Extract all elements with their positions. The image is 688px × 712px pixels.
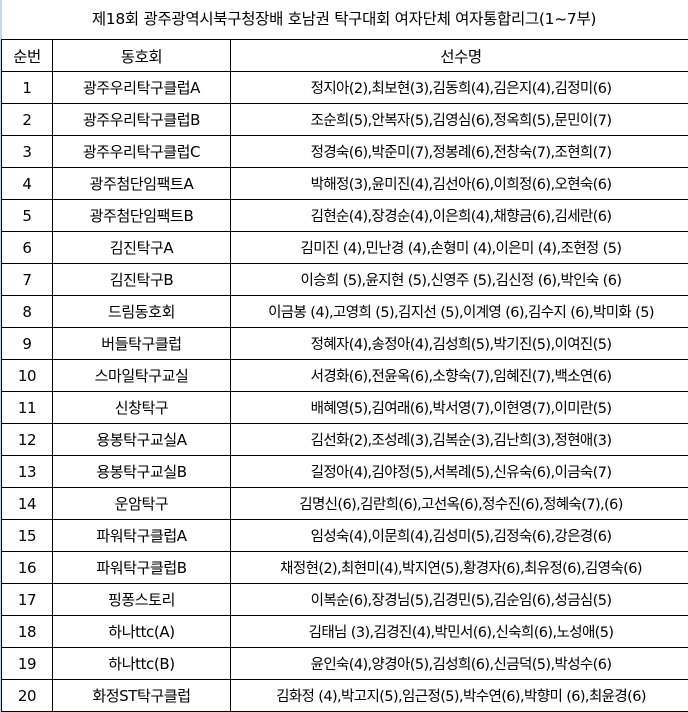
player-list: 김미진 (4),민난경 (4),손형미 (4),이은미 (4),조현정 (5) xyxy=(230,231,688,264)
player-list: 정지아(2),최보현(3),김동희(4),김은지(4),김정미(6) xyxy=(230,71,688,104)
player-list: 조순희(5),안복자(5),김영심(6),정옥희(5),문민이(7) xyxy=(230,103,688,136)
player-list: 길정아(4),김야정(5),서복례(5),신유숙(6),이금숙(7) xyxy=(230,455,688,488)
header-no: 순번 xyxy=(1,39,53,72)
page-title: 제18회 광주광역시북구청장배 호남권 탁구대회 여자단체 여자통합리그(1~7… xyxy=(91,10,597,28)
player-list: 배혜영(5),김여래(6),박서영(7),이현영(7),이미란(5) xyxy=(230,391,688,424)
roster-table: 순번 동호회 선수명 1 광주우리탁구클럽A 정지아(2),최보현(3),김동희(4… xyxy=(1,39,688,712)
table-row: 6 김진탁구A 김미진 (4),민난경 (4),손형미 (4),이은미 (4),조현… xyxy=(1,231,688,264)
header-club: 동호회 xyxy=(52,39,231,72)
club-name: 화정ST탁구클럽 xyxy=(52,679,231,712)
table-row: 10 스마일탁구교실 서경화(6),전윤옥(6),소향숙(7),임혜진(7),백소연… xyxy=(1,359,688,392)
club-name: 하나ttc(B) xyxy=(52,647,231,680)
player-list: 이승희 (5),윤지현 (5),신영주 (5),김신정 (6),박인숙 (6) xyxy=(230,263,688,296)
table-row: 19 하나ttc(B) 윤인숙(4),양경아(5),김성희(6),신금덕(5),박성… xyxy=(1,647,688,680)
club-name: 광주첨단임팩트B xyxy=(52,199,231,232)
player-list: 이금봉 (4),고영희 (5),김지선 (5),이계영 (6),김수지 (6),… xyxy=(230,295,688,328)
row-number: 5 xyxy=(1,199,53,232)
table-row: 9 버들탁구클럽 정혜자(4),송정아(4),김성희(5),박기진(5),이여진(5… xyxy=(1,327,688,360)
row-number: 3 xyxy=(1,135,53,168)
player-list: 이복순(6),장경님(5),김경민(5),김순임(6),성금심(5) xyxy=(230,583,688,616)
row-number: 17 xyxy=(1,583,53,616)
club-name: 버들탁구클럽 xyxy=(52,327,231,360)
table-row: 18 하나ttc(A) 김태님 (3),김경진(4),박민서(6),신숙희(6),노… xyxy=(1,615,688,648)
player-list: 서경화(6),전윤옥(6),소향숙(7),임혜진(7),백소연(6) xyxy=(230,359,688,392)
club-name: 광주우리탁구클럽A xyxy=(52,71,231,104)
player-list: 채정현(2),최현미(4),박지연(5),황경자(6),최유정(6),김영숙(6… xyxy=(230,551,688,584)
row-number: 1 xyxy=(1,71,53,104)
header-row: 순번 동호회 선수명 xyxy=(1,39,688,72)
club-name: 스마일탁구교실 xyxy=(52,359,231,392)
player-list: 김태님 (3),김경진(4),박민서(6),신숙희(6),노성애(5) xyxy=(230,615,688,648)
table-row: 1 광주우리탁구클럽A 정지아(2),최보현(3),김동희(4),김은지(4),김정… xyxy=(1,71,688,104)
row-number: 2 xyxy=(1,103,53,136)
table-row: 2 광주우리탁구클럽B 조순희(5),안복자(5),김영심(6),정옥희(5),문민… xyxy=(1,103,688,136)
club-name: 운암탁구 xyxy=(52,487,231,520)
club-name: 김진탁구A xyxy=(52,231,231,264)
club-name: 광주우리탁구클럽C xyxy=(52,135,231,168)
table-row: 20 화정ST탁구클럽 김화정 (4),박고지(5),임근정(5),박수연(6),박… xyxy=(1,679,688,712)
row-number: 4 xyxy=(1,167,53,200)
row-number: 16 xyxy=(1,551,53,584)
player-list: 정경숙(6),박준미(7),정봉례(6),전창숙(7),조현희(7) xyxy=(230,135,688,168)
player-list: 박해정(3),윤미진(4),김선아(6),이희정(6),오현숙(6) xyxy=(230,167,688,200)
table-row: 4 광주첨단임팩트A 박해정(3),윤미진(4),김선아(6),이희정(6),오현숙… xyxy=(1,167,688,200)
row-number: 19 xyxy=(1,647,53,680)
table-row: 11 신창탁구 배혜영(5),김여래(6),박서영(7),이현영(7),이미란(5) xyxy=(1,391,688,424)
row-number: 9 xyxy=(1,327,53,360)
table-row: 15 파워탁구클럽A 임성숙(4),이문희(4),김성미(5),김정숙(6),강은경… xyxy=(1,519,688,552)
row-number: 20 xyxy=(1,679,53,712)
row-number: 11 xyxy=(1,391,53,424)
club-name: 파워탁구클럽A xyxy=(52,519,231,552)
table-row: 3 광주우리탁구클럽C 정경숙(6),박준미(7),정봉례(6),전창숙(7),조현… xyxy=(1,135,688,168)
player-list: 김명신(6),김란희(6),고선옥(6),정수진(6),정혜숙(7),(6) xyxy=(230,487,688,520)
row-number: 7 xyxy=(1,263,53,296)
player-list: 김화정 (4),박고지(5),임근정(5),박수연(6),박향미 (6),최윤경… xyxy=(230,679,688,712)
table-row: 17 핑퐁스토리 이복순(6),장경님(5),김경민(5),김순임(6),성금심(5… xyxy=(1,583,688,616)
table-row: 12 용봉탁구교실A 김선화(2),조성례(3),김복순(3),김난희(3),정현애… xyxy=(1,423,688,456)
table-row: 8 드림동호회 이금봉 (4),고영희 (5),김지선 (5),이계영 (6),김수… xyxy=(1,295,688,328)
player-list: 김선화(2),조성례(3),김복순(3),김난희(3),정현애(3) xyxy=(230,423,688,456)
club-name: 파워탁구클럽B xyxy=(52,551,231,584)
club-name: 드림동호회 xyxy=(52,295,231,328)
player-list: 임성숙(4),이문희(4),김성미(5),김정숙(6),강은경(6) xyxy=(230,519,688,552)
row-number: 8 xyxy=(1,295,53,328)
table-row: 16 파워탁구클럽B 채정현(2),최현미(4),박지연(5),황경자(6),최유정… xyxy=(1,551,688,584)
club-name: 광주우리탁구클럽B xyxy=(52,103,231,136)
table-row: 5 광주첨단임팩트B 김현순(4),장경순(4),이은희(4),채향금(6),김세란… xyxy=(1,199,688,232)
table-row: 14 운암탁구 김명신(6),김란희(6),고선옥(6),정수진(6),정혜숙(7)… xyxy=(1,487,688,520)
club-name: 용봉탁구교실B xyxy=(52,455,231,488)
table-row: 13 용봉탁구교실B 길정아(4),김야정(5),서복례(5),신유숙(6),이금숙… xyxy=(1,455,688,488)
row-number: 14 xyxy=(1,487,53,520)
row-number: 12 xyxy=(1,423,53,456)
row-number: 18 xyxy=(1,615,53,648)
row-number: 6 xyxy=(1,231,53,264)
club-name: 광주첨단임팩트A xyxy=(52,167,231,200)
club-name: 용봉탁구교실A xyxy=(52,423,231,456)
player-list: 김현순(4),장경순(4),이은희(4),채향금(6),김세란(6) xyxy=(230,199,688,232)
player-list: 정혜자(4),송정아(4),김성희(5),박기진(5),이여진(5) xyxy=(230,327,688,360)
header-players: 선수명 xyxy=(230,39,688,72)
table-row: 7 김진탁구B 이승희 (5),윤지현 (5),신영주 (5),김신정 (6),박인… xyxy=(1,263,688,296)
player-list: 윤인숙(4),양경아(5),김성희(6),신금덕(5),박성수(6) xyxy=(230,647,688,680)
row-number: 13 xyxy=(1,455,53,488)
row-number: 10 xyxy=(1,359,53,392)
club-name: 김진탁구B xyxy=(52,263,231,296)
club-name: 신창탁구 xyxy=(52,391,231,424)
row-number: 15 xyxy=(1,519,53,552)
club-name: 하나ttc(A) xyxy=(52,615,231,648)
club-name: 핑퐁스토리 xyxy=(52,583,231,616)
